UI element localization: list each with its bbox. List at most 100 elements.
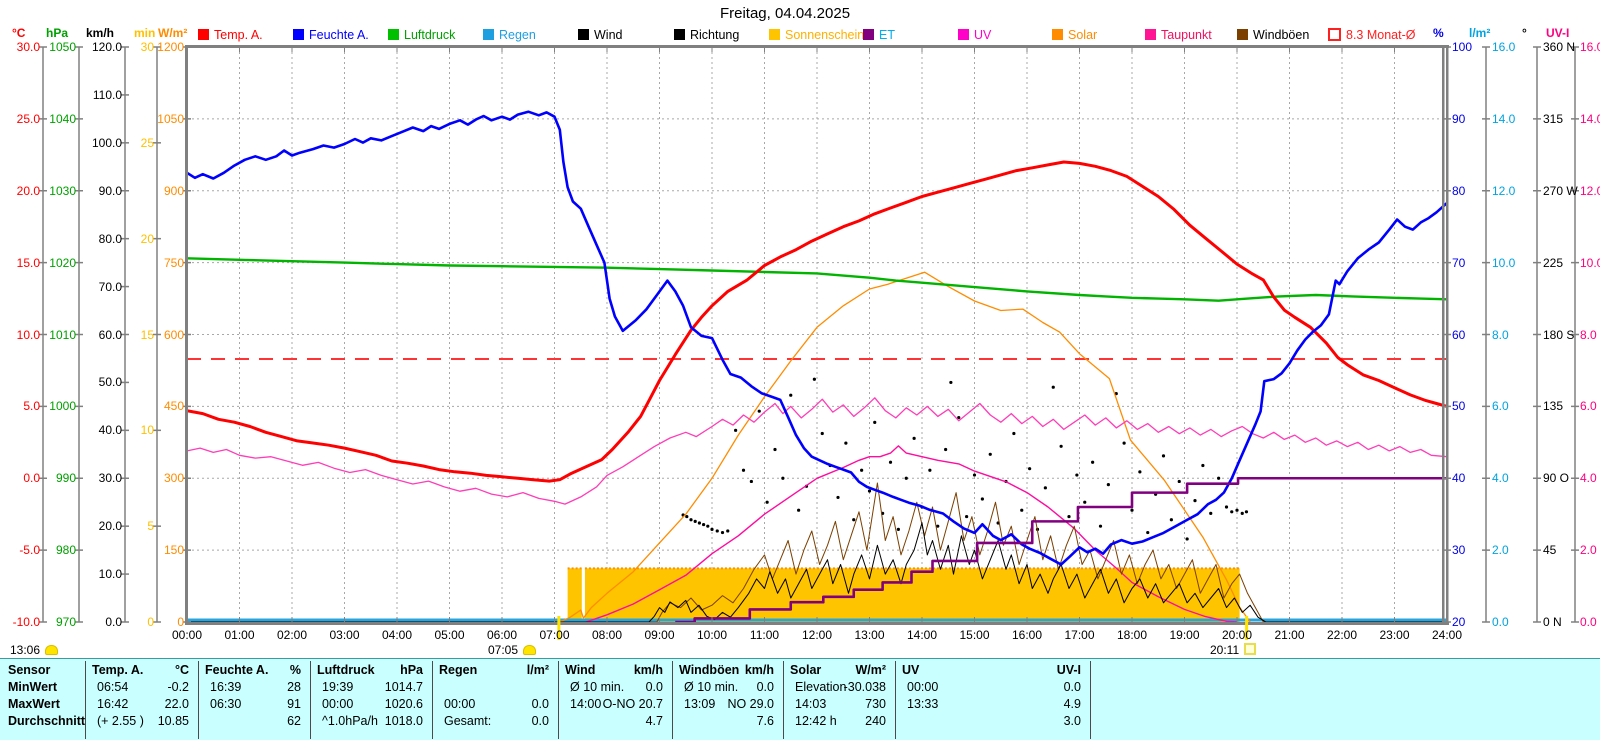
- axis-tick-deg: 225: [1543, 255, 1564, 270]
- axis-tick-min: 20: [140, 231, 154, 246]
- table-cell-avg-value: 62: [287, 714, 301, 728]
- axis-tick-pct: 90: [1452, 111, 1466, 126]
- richtung-dot: [949, 380, 953, 385]
- sunset-label-icon: [1244, 643, 1257, 655]
- legend-item-et[interactable]: ET: [863, 28, 895, 42]
- axis-tick-kmh: 30.0: [98, 471, 122, 486]
- table-cell-max-value: O-NO 20.7: [602, 697, 663, 711]
- legend-item-sonnenschein[interactable]: Sonnenschein: [769, 28, 864, 42]
- legend-item-feuchte[interactable]: Feuchte A.: [293, 28, 369, 42]
- x-tick-label: 13:00: [854, 628, 885, 642]
- table-cell-avg-value: 10.85: [157, 714, 189, 728]
- axis-title-pct: %: [1433, 26, 1444, 40]
- table-col-name: Solar: [790, 663, 822, 677]
- table-cell-max-label: 16:42: [97, 697, 129, 711]
- table-cell-min-label: 16:39: [210, 680, 242, 694]
- axis-tick-pct: 30: [1452, 543, 1466, 558]
- axis-tick-lm2: 8.0: [1492, 327, 1509, 342]
- legend-item-windboeen[interactable]: Windböen: [1237, 27, 1310, 42]
- axis-tick-kmh: 40.0: [98, 423, 122, 438]
- axis-tick-pct: 50: [1452, 399, 1466, 414]
- richtung-dot: [1138, 470, 1142, 474]
- axis-tick-wm2: 0: [177, 615, 184, 629]
- richtung-dot: [797, 508, 801, 512]
- legend-label-richtung: Richtung: [690, 27, 740, 42]
- table-cell-min-value: 0.0: [645, 680, 663, 694]
- series-luftdruck: [187, 257, 1447, 302]
- richtung-dot: [1209, 511, 1213, 515]
- richtung-dot: [715, 529, 719, 533]
- table-col-unit: hPa: [400, 663, 423, 677]
- legend-item-regen[interactable]: Regen: [483, 28, 536, 42]
- x-tick-label: 20:00: [1221, 628, 1253, 642]
- legend-label-windboeen: Windböen: [1253, 27, 1310, 42]
- richtung-dot: [693, 519, 697, 523]
- table-col-name: Wind: [565, 663, 596, 677]
- axis-title-min: min: [134, 26, 156, 40]
- richtung-dot: [844, 441, 848, 445]
- richtung-dot: [706, 524, 710, 528]
- axis-tick-deg: 90 O: [1543, 471, 1570, 486]
- legend-item-uv[interactable]: UV: [958, 28, 991, 42]
- axis-tick-pct: 60: [1452, 327, 1466, 342]
- axis-tick-temp: 25.0: [16, 111, 40, 126]
- legend-item-richtung[interactable]: Richtung: [674, 27, 740, 42]
- table-row-label: MinWert: [8, 680, 58, 694]
- table-col-unit: %: [289, 663, 301, 677]
- legend-item-solar[interactable]: Solar: [1052, 28, 1097, 42]
- series-uv: [585, 445, 1238, 622]
- table-col-name: Windböen: [679, 663, 740, 677]
- table-cell-min-value: 0.0: [756, 680, 774, 694]
- sunrise-tick: [557, 616, 561, 640]
- axis-tick-hpa: 1020: [49, 255, 76, 270]
- richtung-dot: [749, 479, 753, 484]
- legend-item-monat[interactable]: 8.3 Monat-Ø: [1328, 27, 1416, 42]
- richtung-dot: [726, 529, 730, 533]
- axis-tick-lm2: 10.0: [1492, 255, 1516, 270]
- table-col-name: Feuchte A.: [205, 663, 269, 677]
- axis-tick-uvi: 0.0: [1580, 615, 1597, 629]
- richtung-dot: [873, 420, 877, 424]
- axis-tick-pct: 70: [1452, 255, 1466, 270]
- richtung-dot: [1169, 518, 1173, 522]
- table-col-unit: l/m²: [526, 663, 549, 677]
- axis-tick-wm2: 450: [163, 399, 184, 414]
- temp-swatch: [198, 29, 209, 40]
- legend-item-wind[interactable]: Wind: [578, 28, 622, 42]
- x-tick-label: 07:00: [539, 628, 570, 642]
- axis-tick-hpa: 1050: [49, 40, 76, 54]
- axis-tick-hpa: 1040: [49, 111, 76, 126]
- richtung-dot: [1130, 508, 1134, 512]
- richtung-dot: [765, 500, 769, 504]
- table-col-name: Regen: [439, 663, 478, 677]
- axis-tick-uvi: 2.0: [1580, 543, 1597, 558]
- richtung-dot: [1122, 441, 1126, 445]
- legend-label-monat: 8.3 Monat-Ø: [1346, 27, 1416, 42]
- solar-noon-label-icon: [45, 645, 59, 655]
- axis-tick-pct: 20: [1452, 615, 1466, 629]
- axis-tick-wm2: 600: [163, 327, 184, 342]
- axis-title-kmh: km/h: [86, 26, 115, 40]
- legend-item-luftdruck[interactable]: Luftdruck: [388, 28, 455, 42]
- table-separator: [558, 661, 559, 739]
- richtung-dot: [1230, 510, 1234, 514]
- richtung-dot: [1067, 514, 1071, 519]
- table-cell-avg-value: 0.0: [531, 714, 549, 728]
- richtung-dot: [820, 431, 824, 436]
- legend-item-temp[interactable]: Temp. A.: [198, 27, 263, 42]
- x-tick-label: 14:00: [906, 628, 938, 642]
- table-col-unit: km/h: [744, 663, 774, 677]
- richtung-dot: [1224, 505, 1229, 509]
- axis-tick-kmh: 120.0: [91, 40, 122, 54]
- axis-tick-kmh: 10.0: [98, 567, 122, 582]
- solar-noon-label: 13:06: [10, 643, 59, 657]
- legend-item-taupunkt[interactable]: Taupunkt: [1145, 28, 1212, 42]
- richtung-dot: [852, 518, 856, 522]
- axis-tick-temp: -10.0: [12, 615, 40, 629]
- axis-title-hpa: hPa: [46, 26, 69, 40]
- table-cell-max-label: 13:09: [684, 697, 716, 711]
- legend-label-temp: Temp. A.: [214, 27, 263, 42]
- axis-tick-wm2: 1200: [157, 40, 184, 54]
- axis-tick-deg: 0 N: [1543, 615, 1562, 629]
